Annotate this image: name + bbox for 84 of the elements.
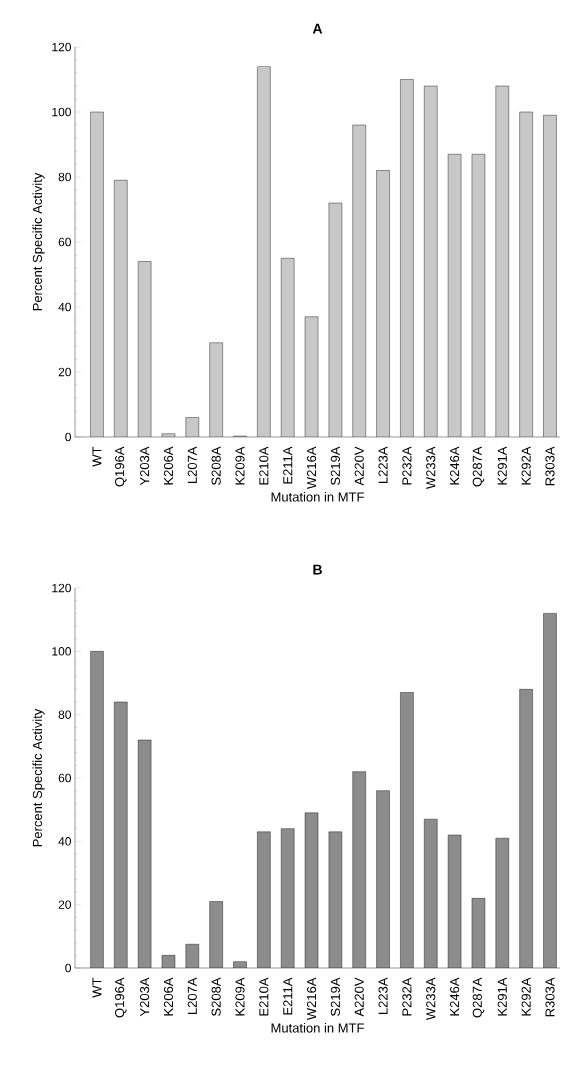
x-tick-label: K206A — [163, 446, 174, 485]
y-tick-label: 100 — [52, 647, 71, 656]
x-axis-title: Mutation in MTF — [271, 1023, 364, 1033]
y-axis-title: Percent Specific Activity — [32, 172, 45, 311]
y-tick-label: 40 — [58, 302, 71, 312]
x-tick-label: P232A — [402, 446, 412, 485]
x-tick-label: K246A — [449, 446, 460, 485]
x-tick-label: A220V — [354, 446, 364, 486]
bar — [495, 838, 509, 968]
y-tick-label: 20 — [58, 900, 71, 909]
x-tick-label: Q196A — [115, 446, 127, 487]
y-tick-label: 60 — [58, 237, 71, 247]
bar — [424, 819, 438, 968]
y-tick-label: 80 — [58, 710, 71, 719]
x-tick-label: K209A — [235, 977, 245, 1016]
y-tick-label: 40 — [58, 837, 71, 846]
x-tick-label: K292A — [521, 446, 531, 485]
x-axis-title: Mutation in MTF — [271, 492, 364, 502]
bar — [114, 702, 128, 968]
y-tick-label: 100 — [52, 107, 71, 117]
bar — [543, 613, 557, 968]
x-tick-label: S208A — [211, 446, 221, 485]
x-tick-label: P232A — [402, 977, 412, 1016]
x-tick-label: Y203A — [140, 446, 150, 486]
bar — [376, 170, 390, 437]
bar — [114, 180, 128, 437]
bar — [90, 651, 104, 968]
bar — [424, 86, 438, 437]
bar — [519, 689, 533, 968]
x-tick-label: K206A — [163, 977, 174, 1016]
bar — [209, 901, 223, 968]
x-tick-label: K209A — [235, 446, 245, 485]
x-tick-label: E211A — [283, 446, 293, 484]
x-tick-label: E211A — [283, 977, 293, 1015]
x-tick-label: W233A — [426, 446, 436, 490]
chart-title: A — [312, 23, 323, 34]
bar — [400, 692, 414, 968]
bar — [281, 828, 295, 968]
y-tick-label: 80 — [58, 172, 71, 182]
x-tick-label: W216A — [306, 977, 317, 1021]
x-tick-label: WT — [92, 977, 102, 998]
bar — [281, 258, 295, 437]
bar — [352, 771, 366, 968]
x-tick-label: L207A — [187, 446, 197, 484]
bar — [400, 79, 414, 437]
bar — [209, 342, 223, 437]
x-tick-label: K246A — [449, 977, 460, 1016]
y-axis-title: Percent Specific Activity — [32, 708, 45, 847]
bar — [90, 112, 104, 437]
x-tick-label: L207A — [187, 977, 197, 1015]
y-tick-label: 0 — [65, 963, 71, 973]
x-tick-label: S219A — [330, 977, 340, 1016]
x-tick-label: S219A — [330, 446, 340, 485]
bar — [257, 831, 271, 968]
bar — [257, 66, 271, 437]
x-tick-label: R303A — [545, 977, 555, 1017]
x-tick-label: K291A — [497, 446, 507, 485]
x-tick-label: Q287A — [472, 446, 485, 487]
bar — [495, 86, 509, 437]
x-tick-label: Q196A — [115, 977, 127, 1018]
x-tick-label: W216A — [306, 446, 317, 490]
x-tick-label: E210A — [259, 446, 269, 485]
chart-title: B — [313, 564, 322, 575]
y-tick-label: 20 — [58, 367, 71, 377]
x-tick-label: K291A — [497, 977, 507, 1016]
x-tick-label: L223A — [378, 977, 388, 1015]
bar — [376, 790, 390, 968]
y-tick-label: 120 — [52, 583, 71, 593]
x-tick-label: S208A — [211, 977, 221, 1016]
x-tick-label: E210A — [259, 977, 269, 1016]
x-tick-label: K292A — [521, 977, 531, 1016]
x-tick-label: Y203A — [140, 977, 150, 1017]
x-tick-label: A220V — [354, 977, 364, 1017]
x-tick-label: L223A — [378, 446, 388, 484]
y-tick-label: 120 — [52, 42, 71, 52]
y-tick-label: 0 — [65, 432, 71, 442]
x-tick-label: R303A — [545, 446, 555, 486]
x-tick-label: W233A — [426, 977, 436, 1021]
y-tick-label: 60 — [58, 773, 71, 783]
x-tick-label: Q287A — [472, 977, 485, 1018]
bar — [352, 125, 366, 437]
bar — [543, 115, 557, 437]
bar — [519, 112, 533, 437]
x-tick-label: WT — [92, 446, 102, 467]
